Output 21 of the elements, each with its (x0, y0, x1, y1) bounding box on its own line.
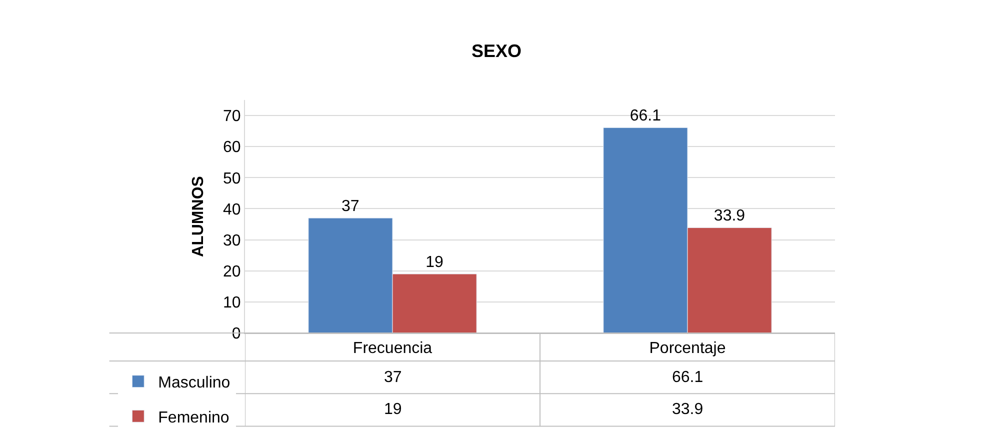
chart-title: SEXO (471, 41, 522, 62)
data-label: 33.9 (672, 401, 704, 418)
annotation: 37 (342, 198, 360, 216)
x-tick-label: Porcentaje (649, 340, 726, 358)
y-axis-title: ALUMNOS (190, 176, 207, 257)
y-tick-label: 40 (223, 201, 241, 218)
y-tick-label: 30 (223, 232, 241, 250)
data-label: 19 (384, 401, 402, 418)
annotation: 66.1 (630, 108, 662, 125)
y-tick-label: 10 (223, 294, 241, 312)
data-label: 37 (384, 369, 402, 386)
y-tick-label: 60 (223, 139, 241, 156)
legend-label: Femenino (158, 409, 230, 426)
annotation: 33.9 (714, 208, 746, 225)
x-tick-label: Frecuencia (352, 340, 432, 358)
data-label: 66.1 (672, 369, 704, 386)
annotation: 19 (426, 254, 444, 271)
y-tick-label: 20 (223, 263, 241, 280)
legend-label: Masculino (158, 374, 230, 392)
y-tick-label: 50 (223, 170, 241, 188)
y-tick-label: 70 (223, 108, 241, 126)
